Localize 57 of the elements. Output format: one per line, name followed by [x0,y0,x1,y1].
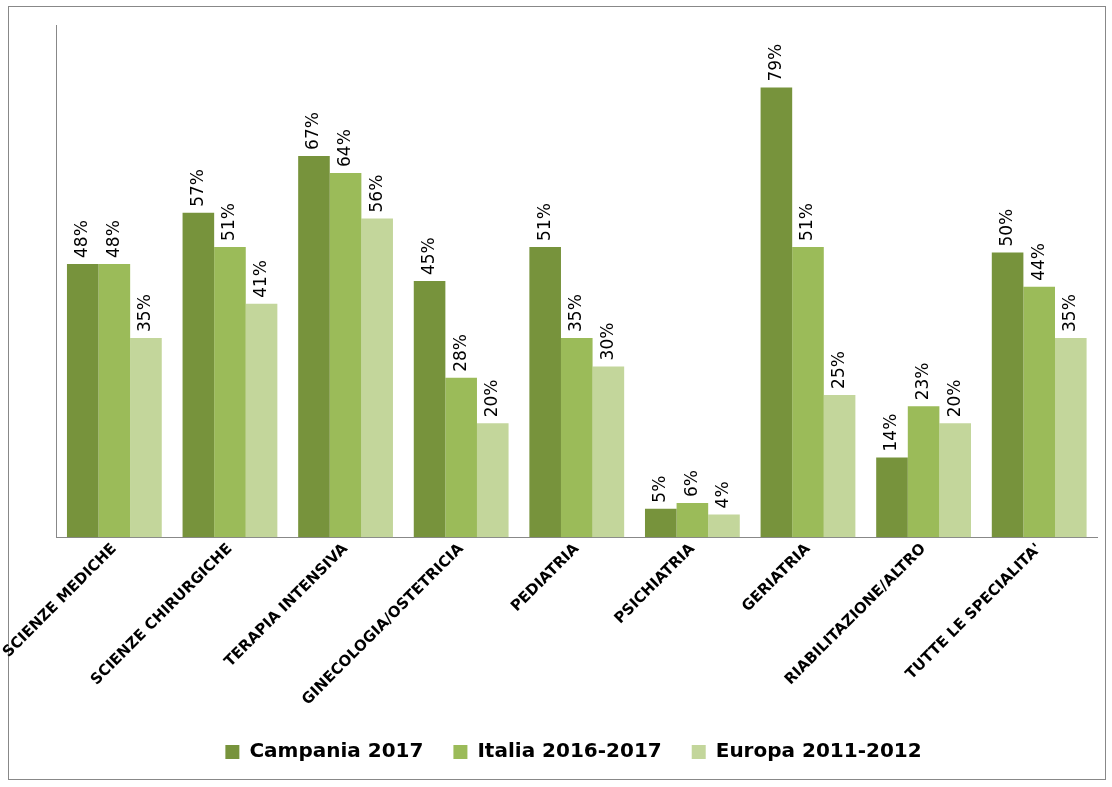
bar [823,394,856,538]
bar [98,264,131,538]
bar [592,366,625,538]
bar [1023,286,1055,538]
data-label: 67% [302,112,323,150]
data-label: 51% [218,203,239,241]
data-label: 48% [102,220,123,258]
data-label: 79% [764,43,785,82]
legend-label: Europa 2011-2012 [715,738,922,763]
data-label: 50% [996,208,1017,247]
bar [644,508,677,538]
data-label: 56% [365,174,386,213]
data-label: 48% [71,220,92,258]
data-label: 35% [1059,294,1080,332]
bar [991,252,1024,538]
bar [907,406,940,538]
bar [708,514,740,538]
legend-label: Campania 2017 [249,738,424,763]
legend-label: Italia 2016-2017 [477,738,662,763]
bar [182,212,215,538]
bar [413,281,446,538]
data-label: 20% [481,379,502,418]
data-label: 45% [417,237,438,276]
bar [445,377,477,538]
data-label: 5% [649,475,670,503]
data-label: 30% [596,322,617,361]
bar [214,246,246,538]
data-label: 14% [880,413,901,452]
bar [529,246,561,538]
bar [560,337,593,538]
bar [130,337,162,538]
data-label: 25% [828,351,849,389]
bar [476,423,509,538]
bar [361,218,393,538]
bar [1055,337,1087,538]
data-label: 57% [186,168,207,207]
bar [876,457,908,538]
data-label: 41% [249,260,270,298]
bar [329,172,362,538]
data-label: 51% [533,203,554,241]
bar [676,503,709,538]
bar [760,87,793,538]
data-label: 35% [565,294,586,332]
data-label: 20% [943,379,964,418]
bar [66,264,99,538]
bar [792,246,824,538]
data-label: 64% [333,129,354,167]
bar [298,155,330,538]
data-label: 44% [1027,242,1048,281]
data-label: 23% [912,362,933,401]
data-label: 28% [449,334,470,372]
bar [245,303,278,538]
bar [939,423,971,538]
data-label: 51% [796,203,817,241]
data-label: 4% [712,481,733,509]
data-label: 6% [680,470,701,497]
data-label: 35% [134,294,155,332]
